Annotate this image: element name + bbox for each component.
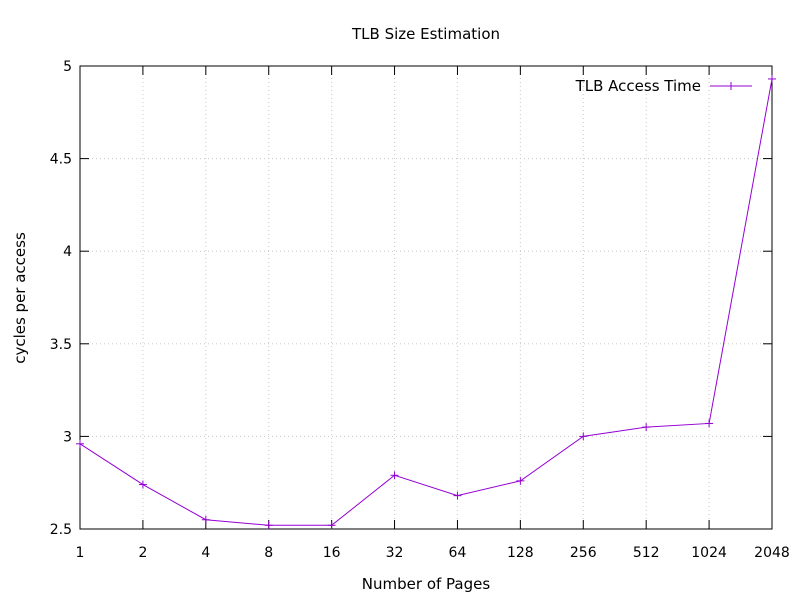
x-tick-label: 2 (138, 545, 147, 561)
y-tick-label: 3.5 (50, 337, 72, 353)
legend-marker (727, 82, 735, 90)
grid-lines (80, 66, 772, 529)
y-tick-label: 4.5 (50, 152, 72, 168)
data-point (76, 439, 84, 448)
y-tick-label: 5 (63, 59, 72, 75)
plot-border (79, 65, 773, 530)
series-line (79, 78, 773, 526)
x-tick-label: 512 (633, 545, 660, 561)
x-tick-label: 128 (507, 545, 534, 561)
data-point (705, 419, 714, 428)
data-point (327, 521, 336, 530)
data-point (264, 521, 273, 530)
legend-label: TLB Access Time (575, 77, 701, 95)
series-layer (76, 74, 776, 530)
data-point (390, 471, 399, 480)
x-tick-label: 1 (76, 545, 85, 561)
y-tick-label: 2.5 (50, 522, 72, 538)
y-axis-title: cycles per access (11, 232, 29, 364)
y-tick-label: 3 (63, 429, 72, 445)
x-tick-label: 4 (201, 545, 210, 561)
data-point (138, 480, 147, 489)
x-tick-label: 64 (449, 545, 467, 561)
chart-title: TLB Size Estimation (351, 25, 500, 43)
data-point (201, 515, 210, 524)
x-tick-label: 16 (323, 545, 341, 561)
data-point (579, 432, 588, 441)
x-tick-label: 256 (570, 545, 597, 561)
x-axis-title: Number of Pages (362, 575, 491, 593)
x-tick-label: 1024 (691, 545, 727, 561)
data-point (642, 423, 651, 432)
legend: TLB Access Time (575, 77, 752, 95)
data-point (516, 476, 525, 485)
x-tick-label: 8 (264, 545, 273, 561)
data-point (768, 74, 776, 83)
data-point (453, 491, 462, 500)
y-tick-label: 4 (63, 244, 72, 260)
x-tick-label: 2048 (754, 545, 790, 561)
x-tick-label: 32 (386, 545, 404, 561)
